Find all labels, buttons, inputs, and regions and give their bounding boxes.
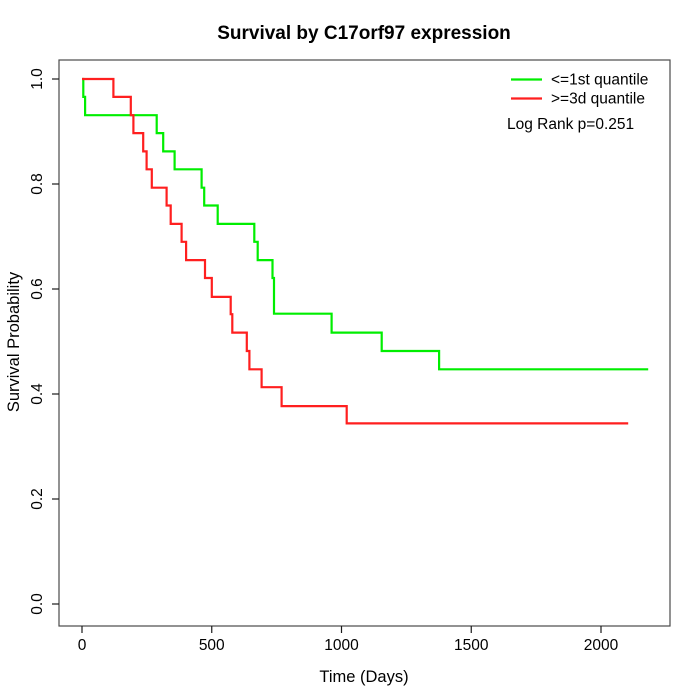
legend: <=1st quantile >=3d quantile Log Rank p=…: [507, 72, 648, 134]
survival-curves: [82, 77, 649, 425]
legend-label-low-expression: <=1st quantile: [551, 72, 648, 89]
y-tick-label: 0.4: [29, 383, 46, 405]
x-axis-label: Time (Days): [319, 668, 408, 686]
x-tick-label: 2000: [584, 637, 619, 654]
legend-label-high-expression: >=3d quantile: [551, 91, 645, 108]
survival-curve-high-expression: [82, 77, 629, 425]
y-tick-label: 1.0: [29, 68, 46, 90]
y-axis-label: Survival Probability: [5, 271, 23, 412]
x-tick-label: 0: [78, 637, 87, 654]
axes: 0 500 1000 1500 2000 0.0 0.2 0.4 0.6 0.8 1.0: [29, 68, 619, 654]
y-tick-label: 0.6: [29, 278, 46, 300]
survival-curve-low-expression: [82, 77, 649, 371]
y-tick-label: 0.8: [29, 173, 46, 195]
y-tick-label: 0.0: [29, 593, 46, 615]
x-tick-label: 1500: [454, 637, 489, 654]
x-tick-label: 1000: [324, 637, 359, 654]
chart-title: Survival by C17orf97 expression: [217, 23, 511, 44]
x-tick-label: 500: [199, 637, 225, 654]
log-rank-pvalue: Log Rank p=0.251: [507, 116, 634, 133]
plot-border: [58, 59, 671, 627]
y-tick-label: 0.2: [29, 488, 46, 510]
